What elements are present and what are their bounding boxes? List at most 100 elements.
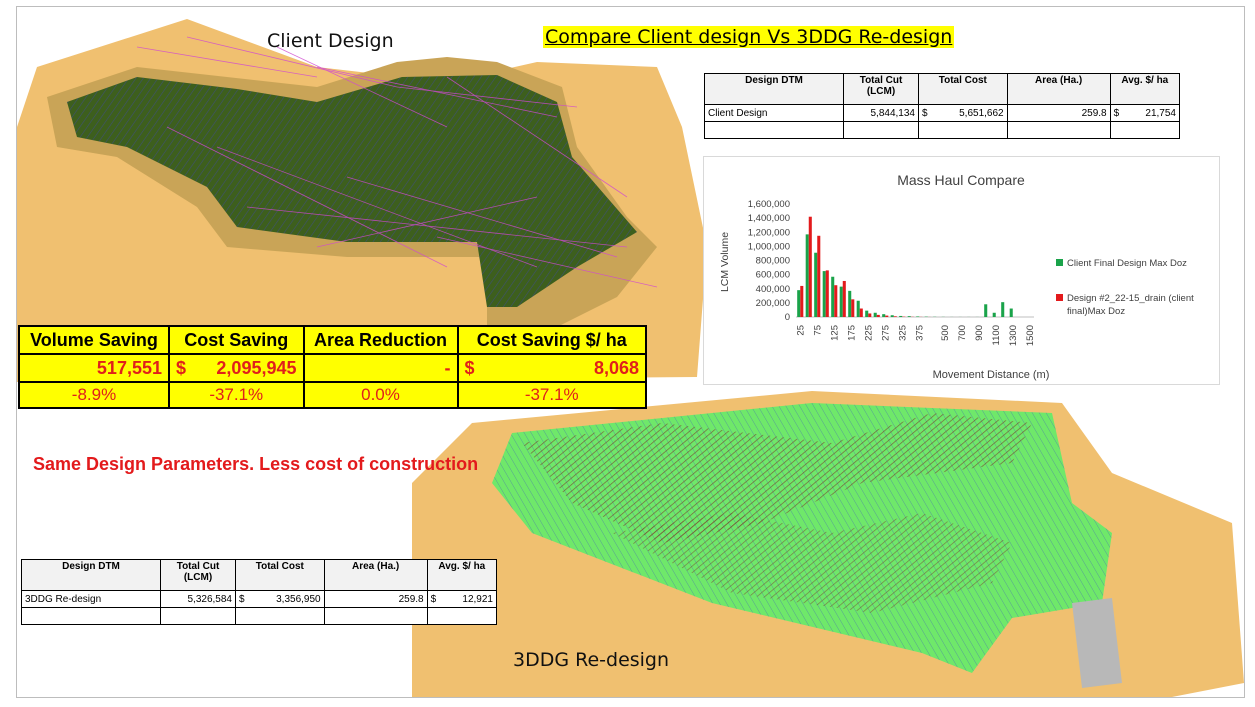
avg-per-ha: 12,921 [443, 590, 497, 608]
chart-bar [882, 314, 886, 317]
x-tick-label: 700 [957, 325, 968, 341]
x-tick-label: 125 [829, 325, 840, 341]
client-design-terrain [17, 19, 707, 382]
x-tick-label: 900 [974, 325, 985, 341]
avg-per-ha: 21,754 [1126, 104, 1180, 122]
chart-bar [899, 315, 903, 317]
chart-bar [907, 316, 911, 317]
x-tick-label: 1300 [1008, 325, 1019, 346]
area: 259.8 [1006, 104, 1111, 122]
x-tick-label: 225 [863, 325, 874, 341]
chart-title: Mass Haul Compare [897, 172, 1025, 188]
x-tick-label: 75 [812, 325, 823, 336]
area: 259.8 [323, 590, 428, 608]
x-tick-label: 1100 [991, 325, 1002, 345]
chart-bar [885, 315, 889, 317]
compare-heading: Compare Client design Vs 3DDG Re-design [543, 26, 955, 48]
table-header-row: Design DTM Total Cut (LCM) Total Cost Ar… [21, 559, 498, 591]
col-avg: Avg. $/ ha [426, 559, 498, 591]
col-total-cut: Total Cut (LCM) [160, 559, 236, 591]
y-tick-label: 200,000 [756, 298, 790, 309]
x-tick-label: 275 [880, 325, 891, 341]
col-area: Area (Ha.) [1006, 73, 1111, 105]
cost-saving-percent: -37.1% [168, 381, 305, 409]
chart-bar [984, 304, 988, 317]
savings-summary-table: Volume Saving Cost Saving Area Reduction… [18, 325, 648, 409]
col-area: Area (Ha.) [323, 559, 428, 591]
col-avg: Avg. $/ ha [1109, 73, 1181, 105]
x-tick-label: 1500 [1025, 325, 1036, 346]
table-row: Client Design 5,844,134 $ 5,651,662 259.… [704, 104, 1180, 122]
y-tick-label: 1,000,000 [748, 241, 790, 252]
volume-saving-percent: -8.9% [18, 381, 170, 409]
chart-bar [1009, 308, 1013, 317]
client-design-label: Client Design [267, 30, 394, 52]
chart-bar [805, 234, 809, 317]
currency-symbol: $ [167, 353, 193, 383]
chart-bar [851, 299, 855, 317]
chart-bar [831, 276, 835, 317]
chart-bar [992, 312, 996, 317]
currency-symbol: $ [426, 590, 444, 608]
y-tick-label: 1,600,000 [748, 199, 790, 210]
chart-bar [839, 286, 843, 317]
col-total-cost: Total Cost [918, 73, 1008, 105]
col-cost-saving-per-ha: Cost Saving $/ ha [456, 325, 647, 355]
chart-bar [800, 285, 804, 317]
chart-bar [893, 316, 897, 317]
y-tick-label: 400,000 [756, 284, 790, 295]
y-tick-label: 1,200,000 [748, 227, 790, 238]
currency-symbol: $ [1109, 104, 1127, 122]
design-name: 3DDG Re-design [21, 590, 161, 608]
table-header-row: Design DTM Total Cut (LCM) Total Cost Ar… [704, 73, 1181, 105]
redesign-terrain [412, 391, 1244, 697]
currency-symbol: $ [918, 104, 935, 122]
summary-header-row: Volume Saving Cost Saving Area Reduction… [18, 325, 647, 355]
col-design-dtm: Design DTM [21, 559, 161, 591]
y-tick-label: 1,400,000 [748, 213, 790, 224]
chart-bar [814, 252, 818, 317]
mass-haul-chart: Mass Haul Compare 0 200,000 400,000 600,000 8… [703, 156, 1220, 385]
chart-bar [797, 290, 801, 317]
table-row: 3DDG Re-design 5,326,584 $ 3,356,950 259… [21, 590, 497, 608]
tagline: Same Design Parameters. Less cost of con… [33, 454, 479, 474]
chart-bar [876, 314, 880, 317]
table-row [704, 121, 1181, 139]
y-tick-label: 800,000 [756, 256, 790, 267]
currency-symbol: $ [456, 353, 481, 383]
area-reduction-value: - [302, 353, 459, 383]
chart-bar [808, 216, 812, 317]
chart-svg: Mass Haul Compare 0 200,000 400,000 600,000 8… [719, 172, 1194, 381]
chart-bar [916, 316, 920, 317]
chart-bar [856, 300, 860, 317]
chart-bar [842, 280, 846, 317]
legend-swatch [1056, 259, 1063, 266]
currency-symbol: $ [235, 590, 252, 608]
volume-saving-value: 517,551 [18, 353, 170, 383]
chart-bar [825, 270, 829, 317]
table-row [21, 607, 498, 625]
summary-percent-row: -8.9% -37.1% 0.0% -37.1% [18, 381, 647, 409]
total-cost: 3,356,950 [252, 590, 325, 608]
cost-saving-per-ha-value: 8,068 [480, 353, 648, 383]
x-tick-label: 175 [846, 325, 857, 341]
legend-swatch [1056, 294, 1063, 301]
design-name: Client Design [704, 104, 844, 122]
x-tick-label: 25 [795, 325, 806, 336]
chart-bar [822, 271, 826, 317]
slide: Client Design Compare Client design Vs 3… [16, 6, 1245, 698]
chart-bar [1001, 302, 1005, 317]
chart-bar [890, 315, 894, 317]
legend-label: Client Final Design Max Doz [1067, 258, 1187, 269]
chart-bar [817, 235, 821, 317]
client-design-table: Design DTM Total Cut (LCM) Total Cost Ar… [704, 73, 1181, 139]
legend-label: final)Max Doz [1067, 306, 1125, 317]
x-axis-label: Movement Distance (m) [933, 369, 1050, 381]
chart-bar [859, 308, 863, 317]
x-tick-label: 375 [914, 325, 925, 341]
total-cut: 5,326,584 [160, 590, 236, 608]
chart-bar [848, 290, 852, 317]
total-cost: 5,651,662 [935, 104, 1008, 122]
area-reduction-percent: 0.0% [302, 381, 459, 409]
summary-values-row: 517,551 $ 2,095,945 - $ 8,068 [18, 353, 648, 383]
